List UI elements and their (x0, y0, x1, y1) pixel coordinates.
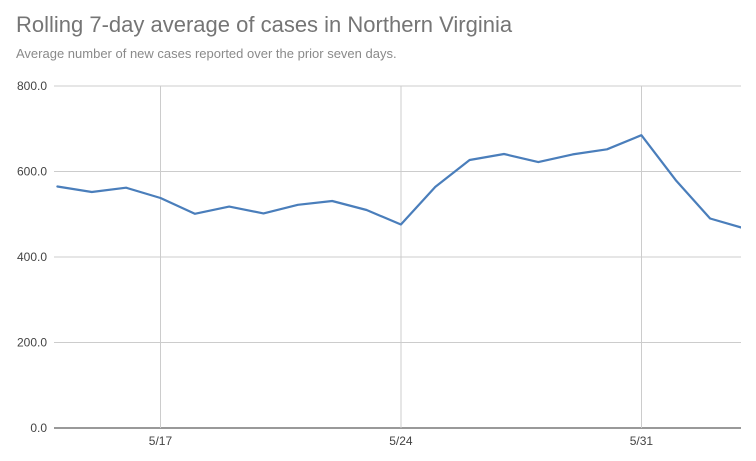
x-tick-label: 5/24 (389, 434, 413, 448)
data-point (228, 205, 230, 207)
data-point (297, 204, 299, 206)
data-point (571, 153, 573, 155)
data-point (640, 134, 642, 136)
y-tick-label: 0.0 (30, 421, 47, 435)
data-point (468, 159, 470, 161)
y-tick-label: 600.0 (17, 165, 47, 179)
data-point (91, 191, 93, 193)
x-tick-label: 5/17 (149, 434, 173, 448)
data-point (400, 223, 402, 225)
data-point (125, 187, 127, 189)
data-point (365, 209, 367, 211)
series-line (56, 134, 741, 229)
data-point (56, 185, 58, 187)
x-axis-tick-labels: 5/17 5/24 5/31 (149, 434, 654, 448)
data-point (503, 153, 505, 155)
x-tick-label: 5/31 (630, 434, 654, 448)
data-point (675, 179, 677, 181)
data-point (262, 212, 264, 214)
chart-title: Rolling 7-day average of cases in Northe… (16, 12, 513, 37)
series-layer (56, 134, 741, 229)
data-point (434, 186, 436, 188)
y-axis-tick-labels: 0.0 200.0 400.0 600.0 800.0 (17, 79, 47, 435)
data-point (194, 213, 196, 215)
data-point (709, 217, 711, 219)
x-gridlines (159, 86, 642, 428)
data-point (606, 148, 608, 150)
data-point (537, 161, 539, 163)
data-point (159, 197, 161, 199)
y-tick-label: 400.0 (17, 250, 47, 264)
y-tick-label: 200.0 (17, 336, 47, 350)
y-tick-label: 800.0 (17, 79, 47, 93)
y-gridlines (54, 85, 741, 429)
chart-subtitle: Average number of new cases reported ove… (16, 46, 397, 61)
data-point (331, 200, 333, 202)
